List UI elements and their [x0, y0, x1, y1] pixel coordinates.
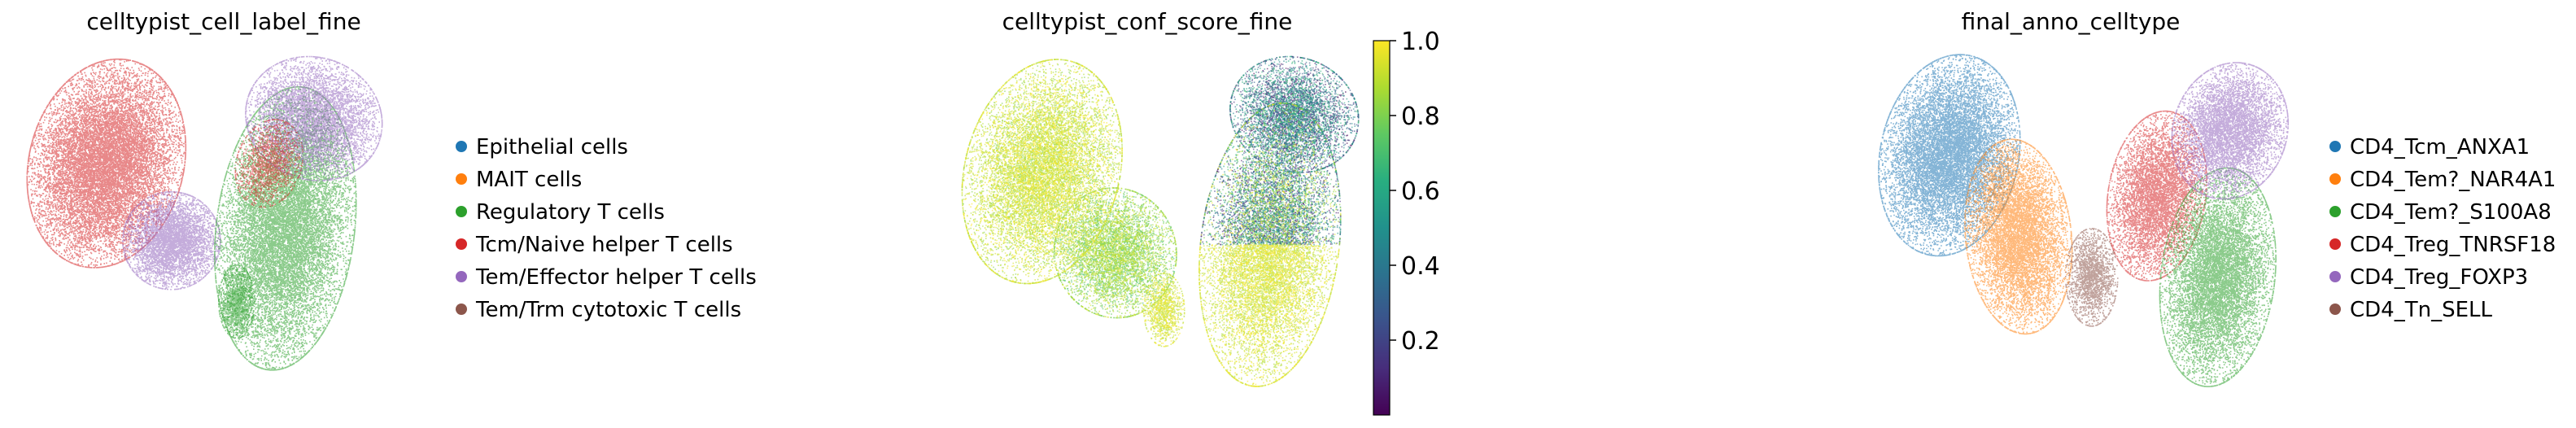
- point-cluster: [122, 191, 221, 290]
- legend-label: MAIT cells: [476, 168, 582, 192]
- point-cluster: [1878, 54, 2021, 257]
- legend-marker: [2329, 304, 2341, 315]
- legend-marker: [456, 304, 467, 315]
- chart-title: celltypist_conf_score_fine: [1002, 8, 1293, 35]
- legend-label: Tem/Effector helper T cells: [475, 265, 757, 290]
- legend-label: Regulatory T cells: [476, 200, 665, 225]
- chart-title: final_anno_celltype: [1962, 8, 2181, 35]
- legend: CD4_Tcm_ANXA1 CD4_Tem?_NAR4A1 CD4_Tem?_S10…: [2329, 135, 2556, 322]
- legend-label: CD4_Treg_TNRSF18: [2350, 233, 2556, 257]
- point-cluster: [1964, 138, 2073, 335]
- legend-marker: [456, 271, 467, 282]
- colorbar: 1.0 0.8 0.6 0.4 0.2: [1373, 28, 1440, 416]
- chart-title: celltypist_cell_label_fine: [86, 8, 360, 35]
- colorbar-tick-label: 0.6: [1401, 177, 1440, 206]
- point-cluster: [26, 58, 187, 269]
- legend-label: Tem/Trm cytotoxic T cells: [475, 298, 741, 322]
- colorbar-gradient: [1373, 41, 1390, 415]
- scatter-points: [1878, 54, 2289, 387]
- legend-marker: [2329, 141, 2341, 152]
- point-cluster: [1202, 55, 1360, 246]
- legend-marker: [456, 173, 467, 185]
- legend-label: Tcm/Naive helper T cells: [475, 233, 733, 257]
- point-cluster: [2171, 62, 2289, 200]
- point-cluster: [2065, 228, 2119, 327]
- legend-label: CD4_Tem?_NAR4A1: [2350, 168, 2556, 192]
- colorbar-tick-label: 0.8: [1401, 103, 1440, 131]
- legend-label: Epithelial cells: [476, 135, 628, 159]
- legend-marker: [2329, 206, 2341, 217]
- point-cluster: [961, 59, 1342, 387]
- legend: Epithelial cells MAIT cells Regulatory T c…: [456, 135, 757, 322]
- legend-marker: [2329, 173, 2341, 185]
- legend-label: CD4_Tn_SELL: [2350, 298, 2492, 322]
- point-cluster: [1202, 55, 1360, 246]
- colorbar-ticks: 1.0 0.8 0.6 0.4 0.2: [1390, 28, 1440, 356]
- legend-marker: [2329, 271, 2341, 282]
- point-cluster: [1200, 55, 1360, 246]
- legend-label: CD4_Tcm_ANXA1: [2350, 135, 2530, 159]
- colorbar-frame: [1373, 40, 1391, 416]
- panel-cell-label-fine: celltypist_cell_label_fine Epithelial ce…: [26, 8, 757, 371]
- panel-conf-score-fine: celltypist_conf_score_fine 1.0 0.8 0.6 0.4 0…: [961, 8, 1440, 416]
- point-cluster: [1199, 55, 1359, 246]
- legend-marker: [2329, 238, 2341, 250]
- panel-final-anno-celltype: final_anno_celltype CD4_Tcm_ANXA1 CD4_Tem…: [1878, 8, 2556, 387]
- point-cluster: [2106, 110, 2207, 282]
- legend-marker: [456, 141, 467, 152]
- point-cluster: [218, 264, 255, 339]
- colorbar-tick-label: 0.4: [1401, 252, 1440, 281]
- point-cluster: [2159, 167, 2277, 387]
- point-cluster: [234, 119, 303, 208]
- legend-label: CD4_Tem?_S100A8: [2350, 200, 2552, 225]
- legend-label: CD4_Treg_FOXP3: [2350, 265, 2528, 290]
- legend-marker: [456, 238, 467, 250]
- colorbar-tick-label: 0.2: [1401, 327, 1440, 356]
- scatter-points: [961, 55, 1360, 387]
- scatter-points: [26, 55, 383, 371]
- colorbar-tick-label: 1.0: [1401, 28, 1440, 56]
- legend-marker: [456, 206, 467, 217]
